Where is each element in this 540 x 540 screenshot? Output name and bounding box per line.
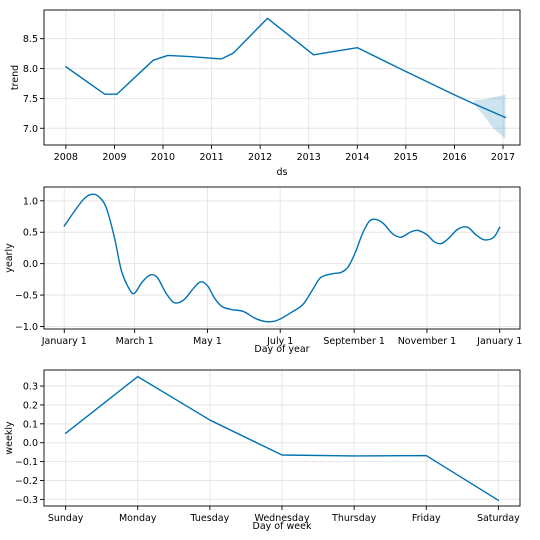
trend-x-tick-label: 2012 [248, 152, 272, 163]
weekly-x-tick-label: Wednesday [254, 513, 309, 524]
trend-x-tick-label: 2017 [491, 152, 515, 163]
weekly-x-tick-label: Thursday [331, 513, 377, 524]
yearly-y-tick-label: 0.5 [23, 228, 38, 239]
trend-x-tick-label: 2013 [297, 152, 321, 163]
weekly-y-tick-label: 0.1 [23, 419, 38, 430]
yearly-x-tick-label: September 1 [323, 336, 385, 347]
trend-x-tick-label: 2010 [151, 152, 175, 163]
weekly-y-tick-label: −0.3 [15, 495, 38, 506]
trend-y-tick-label: 8.0 [23, 64, 38, 75]
yearly-panel: January 1 March 1 May 1 July 1 September 1 No… [4, 186, 522, 355]
weekly-y-tick-label: −0.2 [15, 476, 38, 487]
weekly-line [64, 375, 500, 502]
trend-y-tick-label: 7.0 [23, 124, 38, 135]
trend-plot-frame [43, 9, 521, 146]
yearly-x-tick-label: May 1 [193, 336, 222, 347]
yearly-x-tick-label: July 1 [266, 336, 293, 347]
yearly-y-tick-label: 1.0 [23, 196, 38, 207]
trend-x-tick-label: 2008 [54, 152, 78, 163]
weekly-x-tick-label: Tuesday [190, 513, 230, 524]
yearly-x-tick-label: January 1 [41, 336, 87, 347]
yearly-x-tick-label: November 1 [398, 336, 456, 347]
trend-x-tick-label: 2016 [442, 152, 466, 163]
yearly-y-tick-label: −1.0 [15, 322, 38, 333]
yearly-y-tick-label: −0.5 [15, 291, 38, 302]
trend-x-axis-label: ds [277, 167, 288, 178]
yearly-y-axis-label: yearly [4, 243, 15, 273]
weekly-y-tick-label: −0.1 [15, 457, 38, 468]
trend-x-tick-label: 2014 [345, 152, 369, 163]
trend-x-tick-label: 2009 [102, 152, 126, 163]
trend-x-tick-label: 2011 [199, 152, 223, 163]
weekly-y-axis-label: weekly [4, 421, 15, 455]
weekly-x-tick-label: Sunday [48, 513, 84, 524]
yearly-y-tick-label: 0.0 [23, 259, 38, 270]
weekly-y-tick-label: 0.0 [23, 438, 38, 449]
weekly-y-tick-label: 0.2 [23, 400, 38, 411]
weekly-y-tick-label: 0.3 [23, 382, 38, 393]
trend-y-tick-label: 7.5 [23, 94, 38, 105]
trend-y-tick-label: 8.5 [23, 34, 38, 45]
yearly-x-axis-label: Day of year [254, 344, 309, 355]
weekly-panel: Sunday Monday Tuesday Wednesday Thursday Frid… [4, 369, 521, 532]
weekly-x-tick-label: Monday [119, 513, 157, 524]
trend-y-axis-label: trend [10, 65, 21, 90]
weekly-x-axis-label: Day of week [253, 521, 312, 532]
weekly-x-tick-label: Saturday [477, 513, 520, 524]
yearly-line [63, 193, 501, 323]
trend-uncertainty-band [473, 94, 506, 140]
weekly-x-tick-label: Friday [412, 513, 441, 524]
yearly-x-tick-label: January 1 [476, 336, 522, 347]
trend-panel: 2008 2009 2010 2011 2012 2013 2014 2015 2016 2017… [10, 9, 521, 178]
yearly-x-tick-label: March 1 [116, 336, 154, 347]
yearly-plot-frame [43, 186, 521, 330]
trend-x-tick-label: 2015 [394, 152, 418, 163]
trend-line [65, 17, 507, 119]
